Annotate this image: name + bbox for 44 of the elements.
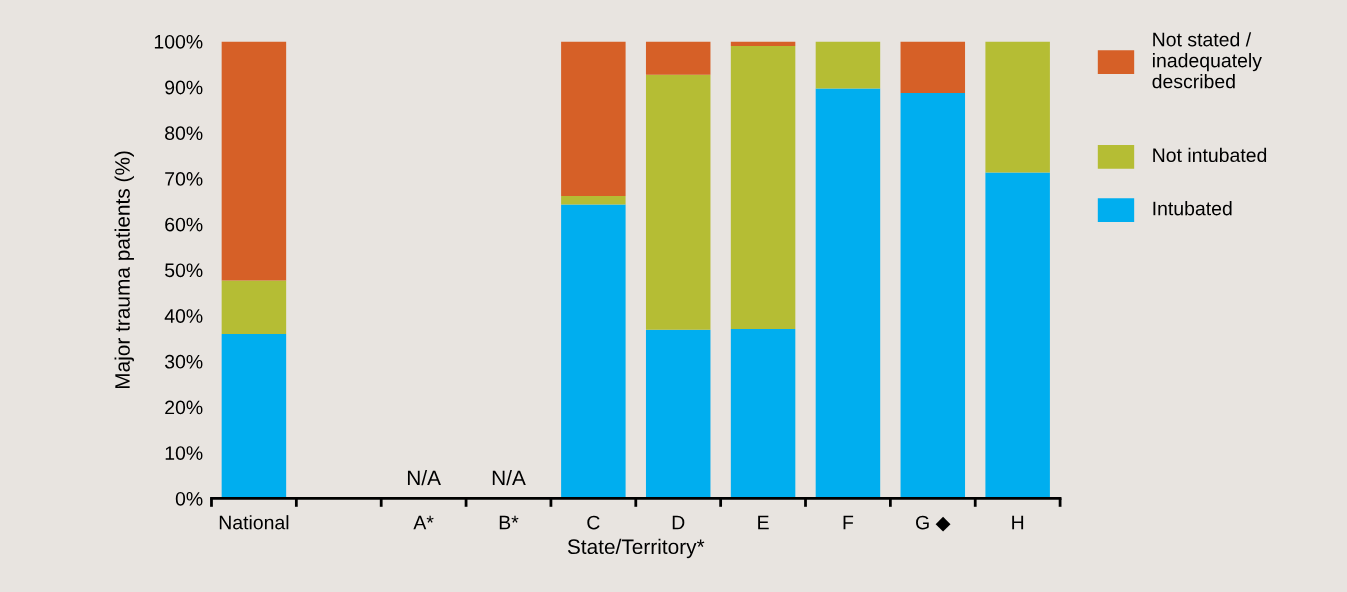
- x-tick-label: National: [219, 515, 289, 530]
- bar: [815, 41, 881, 89]
- bar: [985, 41, 1050, 173]
- bar: [561, 204, 626, 499]
- y-tick-label: 10%: [165, 446, 203, 460]
- y-tick-label: 70%: [165, 172, 203, 186]
- bar: [645, 329, 711, 499]
- x-tick-label: D: [672, 515, 685, 530]
- bar: [561, 41, 626, 196]
- annotation: N/A: [492, 469, 526, 486]
- annotation: N/A: [407, 469, 441, 486]
- bar: [645, 74, 711, 330]
- x-tick-label: B*: [499, 515, 519, 530]
- x-tick-label: F: [843, 515, 854, 530]
- y-tick-label: 0%: [175, 491, 203, 506]
- y-tick-label: 50%: [165, 263, 203, 278]
- y-tick-label: 30%: [164, 354, 203, 369]
- bar: [900, 93, 966, 499]
- bar: [221, 333, 287, 499]
- y-tick-label: 80%: [165, 126, 203, 141]
- bar: [561, 195, 626, 205]
- x-tick-label: C: [587, 515, 600, 530]
- x-axis-title: State/Territory*: [567, 538, 705, 559]
- x-tick-label: E: [758, 515, 769, 530]
- legend-label: Not stated / inadequately described: [1152, 32, 1262, 89]
- x-tick-label: A*: [413, 515, 434, 530]
- y-tick-label: 90%: [165, 80, 203, 95]
- y-tick-label: 100%: [154, 34, 203, 49]
- y-axis-title: Major trauma patients (%): [114, 151, 134, 389]
- bar: [985, 172, 1050, 499]
- bar: [815, 88, 881, 499]
- bar: [221, 41, 287, 281]
- legend-label: Intubated: [1153, 201, 1232, 216]
- y-tick-label: 60%: [165, 217, 203, 232]
- x-tick-label: H: [1012, 515, 1024, 530]
- bar: [900, 41, 966, 94]
- bar: [730, 328, 796, 499]
- legend-label: Not intubated: [1153, 147, 1267, 163]
- y-tick-label: 40%: [164, 309, 203, 323]
- y-tick-label: 20%: [165, 400, 203, 415]
- bar: [730, 46, 796, 329]
- bar: [221, 280, 287, 334]
- x-tick-label: G ◆: [916, 515, 951, 532]
- bar: [645, 41, 711, 75]
